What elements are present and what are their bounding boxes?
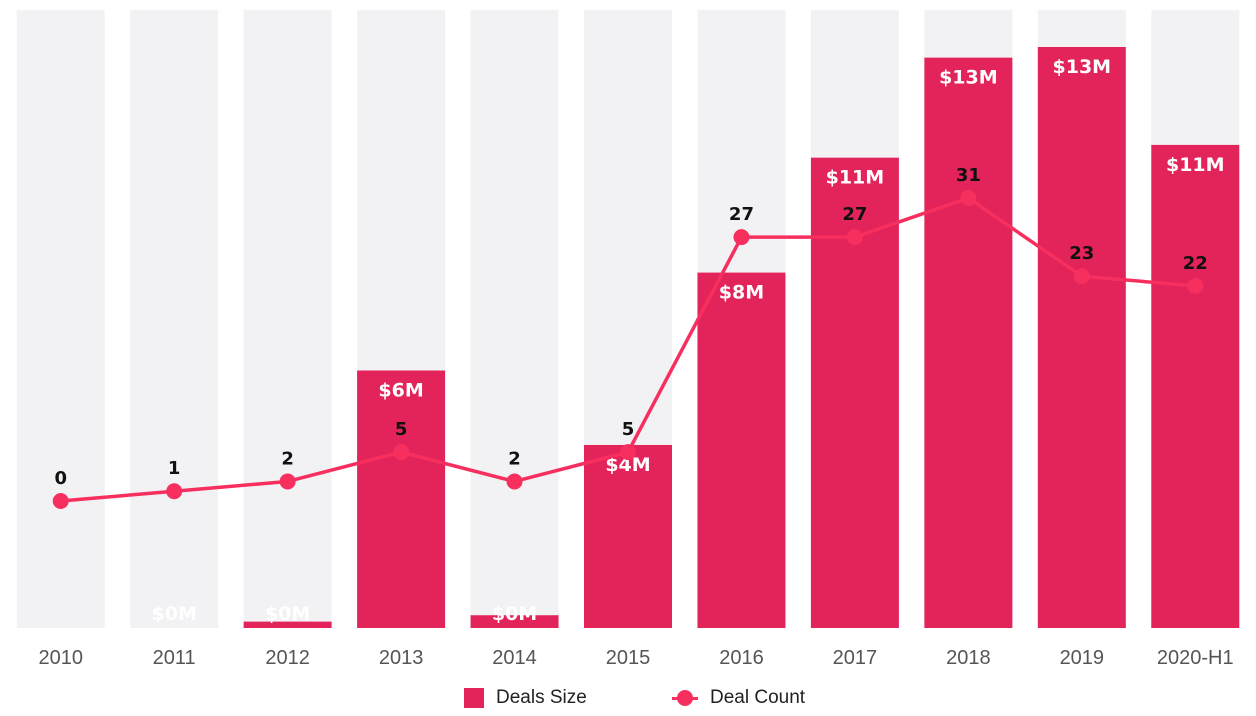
bar-2018[interactable] bbox=[924, 57, 1013, 628]
deal-count-label-2013: 5 bbox=[395, 419, 408, 440]
deal-count-label-2019: 23 bbox=[1069, 243, 1094, 264]
deal-count-label-2018: 31 bbox=[956, 165, 981, 186]
bar-2019[interactable] bbox=[1037, 47, 1126, 628]
deal-count-point-2017[interactable] bbox=[846, 229, 863, 246]
x-tick-2020-H1: 2020-H1 bbox=[1157, 647, 1234, 669]
bar-2012[interactable] bbox=[243, 621, 332, 628]
bar-label-2018: $13M bbox=[939, 67, 998, 89]
background-column bbox=[130, 10, 219, 628]
bar-2016[interactable] bbox=[697, 272, 786, 628]
background-column bbox=[470, 10, 559, 628]
bar-label-2020-H1: $11M bbox=[1166, 154, 1225, 176]
legend-swatch-deals-size bbox=[464, 688, 484, 708]
background-column bbox=[243, 10, 332, 628]
bar-label-2012: $0M bbox=[265, 603, 310, 625]
x-tick-2014: 2014 bbox=[492, 647, 537, 669]
background-column bbox=[16, 10, 105, 628]
bar-2013[interactable] bbox=[357, 370, 446, 628]
deal-count-series bbox=[52, 190, 1204, 509]
bar-label-2016: $8M bbox=[719, 282, 764, 304]
deals-size-bars bbox=[243, 47, 1240, 628]
deal-count-point-2011[interactable] bbox=[166, 483, 183, 500]
deal-count-label-2017: 27 bbox=[842, 204, 867, 225]
legend-item-deal-count[interactable]: Deal Count bbox=[672, 684, 805, 712]
deal-count-point-2010[interactable] bbox=[52, 493, 69, 509]
deals-size-labels: $0M $0M $6M $0M $4M $8M $11M $13M $13M $11M bbox=[152, 56, 1225, 625]
deal-count-point-2016[interactable] bbox=[733, 229, 750, 246]
x-axis-ticks: 2010 2011 2012 2013 2014 2015 2016 2017 2018 2019… bbox=[38, 647, 1233, 669]
bar-2020-H1[interactable] bbox=[1151, 144, 1240, 628]
x-tick-2017: 2017 bbox=[833, 647, 878, 669]
deal-count-point-2015[interactable] bbox=[620, 444, 636, 461]
bar-label-2013: $6M bbox=[378, 379, 423, 401]
deal-count-label-2016: 27 bbox=[729, 204, 754, 225]
deal-count-label-2020-H1: 22 bbox=[1183, 253, 1208, 274]
x-tick-2018: 2018 bbox=[946, 647, 991, 669]
bar-label-2015: $4M bbox=[605, 454, 650, 476]
bar-label-2017: $11M bbox=[826, 167, 885, 189]
bar-label-2014: $0M bbox=[492, 603, 537, 625]
x-tick-2010: 2010 bbox=[38, 647, 83, 669]
x-tick-2019: 2019 bbox=[1060, 647, 1105, 669]
deal-count-label-2010: 0 bbox=[54, 468, 67, 489]
deal-count-label-2012: 2 bbox=[281, 448, 294, 469]
deal-count-point-2020-H1[interactable] bbox=[1187, 277, 1204, 294]
x-tick-2012: 2012 bbox=[265, 647, 310, 669]
chart: $0M $0M $6M $0M $4M $8M $11M $13M $13M $11M 0 1 2 5 2… bbox=[16, 10, 1240, 669]
deal-count-point-2018[interactable] bbox=[960, 190, 977, 206]
x-tick-2015: 2015 bbox=[606, 647, 651, 669]
deal-count-label-2014: 2 bbox=[508, 448, 521, 469]
legend-item-deals-size[interactable]: Deals Size bbox=[464, 684, 587, 712]
bar-2014[interactable] bbox=[470, 615, 559, 628]
deal-count-point-2013[interactable] bbox=[393, 444, 410, 461]
x-tick-2016: 2016 bbox=[719, 647, 764, 669]
bar-2015[interactable] bbox=[584, 444, 672, 628]
deal-count-point-2019[interactable] bbox=[1073, 268, 1090, 285]
deal-count-label-2015: 5 bbox=[622, 419, 635, 440]
bar-label-2011: $0M bbox=[152, 603, 197, 625]
bar-label-2019: $13M bbox=[1053, 56, 1112, 78]
legend-label-deals-size: Deals Size bbox=[496, 687, 587, 708]
legend-marker-deal-count bbox=[672, 688, 698, 708]
deal-count-point-2012[interactable] bbox=[279, 473, 296, 490]
x-tick-2011: 2011 bbox=[153, 647, 196, 669]
deal-count-point-2014[interactable] bbox=[506, 473, 523, 490]
legend-label-deal-count: Deal Count bbox=[710, 687, 806, 708]
deal-count-labels: 0 1 2 5 2 5 27 27 31 23 22 bbox=[54, 165, 1207, 489]
deal-count-label-2011: 1 bbox=[168, 458, 181, 479]
legend: Deals Size Deal Count bbox=[0, 684, 1256, 712]
x-tick-2013: 2013 bbox=[379, 647, 424, 669]
